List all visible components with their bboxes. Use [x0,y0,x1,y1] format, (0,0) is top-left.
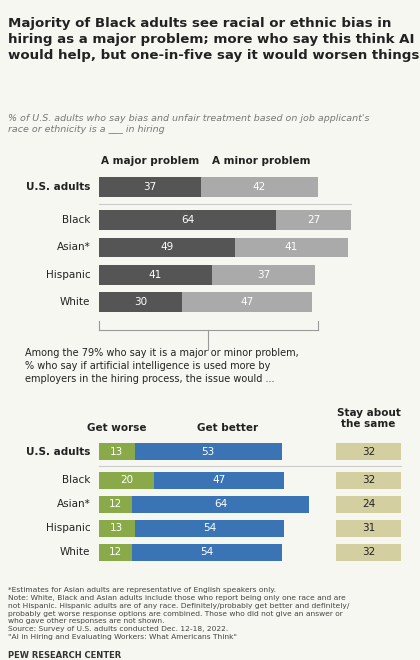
Text: 42: 42 [253,182,266,192]
Text: 13: 13 [110,447,123,457]
Text: 30: 30 [134,297,147,308]
Bar [154,472,284,489]
Text: White: White [60,297,90,308]
Text: Black: Black [62,475,90,485]
Text: 31: 31 [362,523,375,533]
Text: 32: 32 [362,447,375,457]
Bar [213,265,315,284]
Text: 47: 47 [213,475,226,485]
Text: A major problem: A major problem [101,156,199,166]
Text: 37: 37 [143,182,157,192]
Bar [135,443,282,461]
Text: 24: 24 [362,499,375,510]
Bar [234,238,348,257]
Text: Hispanic: Hispanic [46,523,90,533]
Text: Hispanic: Hispanic [46,270,90,280]
Text: % of U.S. adults who say bias and unfair treatment based on job applicant's
race: % of U.S. adults who say bias and unfair… [8,114,370,134]
Bar [99,265,213,284]
Text: 37: 37 [257,270,270,280]
Bar [276,210,351,230]
Text: White: White [60,547,90,557]
Bar [99,178,201,197]
Text: Asian*: Asian* [57,242,90,252]
Bar [99,443,135,461]
Text: Asian*: Asian* [57,499,90,510]
Bar [99,544,132,561]
Text: 12: 12 [109,499,122,510]
Text: U.S. adults: U.S. adults [26,182,90,192]
Bar [182,292,312,312]
Bar [99,472,154,489]
Text: Black: Black [62,215,90,225]
Bar [336,496,401,513]
Text: Get worse: Get worse [87,423,147,433]
Bar [336,544,401,561]
Bar [99,496,132,513]
Text: 32: 32 [362,547,375,557]
Text: A minor problem: A minor problem [213,156,311,166]
Text: 54: 54 [203,523,216,533]
Bar [99,238,234,257]
Bar [132,544,282,561]
Bar [201,178,318,197]
Text: 47: 47 [240,297,254,308]
Text: 12: 12 [109,547,122,557]
Text: 41: 41 [285,242,298,252]
Text: 20: 20 [120,475,133,485]
Text: 41: 41 [149,270,162,280]
Bar [336,519,401,537]
Text: 27: 27 [307,215,320,225]
Bar [99,292,182,312]
Text: Get better: Get better [197,423,258,433]
Text: 64: 64 [214,499,227,510]
Text: PEW RESEARCH CENTER: PEW RESEARCH CENTER [8,651,122,660]
Text: 54: 54 [200,547,213,557]
Text: 64: 64 [181,215,194,225]
Text: *Estimates for Asian adults are representative of English speakers only.
Note: W: *Estimates for Asian adults are represen… [8,587,350,640]
Bar [135,519,284,537]
Bar [99,210,276,230]
Text: Majority of Black adults see racial or ethnic bias in
hiring as a major problem;: Majority of Black adults see racial or e… [8,16,420,61]
Text: 49: 49 [160,242,173,252]
Text: Stay about
the same: Stay about the same [336,408,401,429]
Bar [132,496,310,513]
Text: 13: 13 [110,523,123,533]
Bar [336,472,401,489]
Text: 32: 32 [362,475,375,485]
Text: U.S. adults: U.S. adults [26,447,90,457]
Text: Among the 79% who say it is a major or minor problem,
% who say if artificial in: Among the 79% who say it is a major or m… [24,348,298,385]
Text: 53: 53 [202,447,215,457]
Bar [99,519,135,537]
Bar [336,443,401,461]
